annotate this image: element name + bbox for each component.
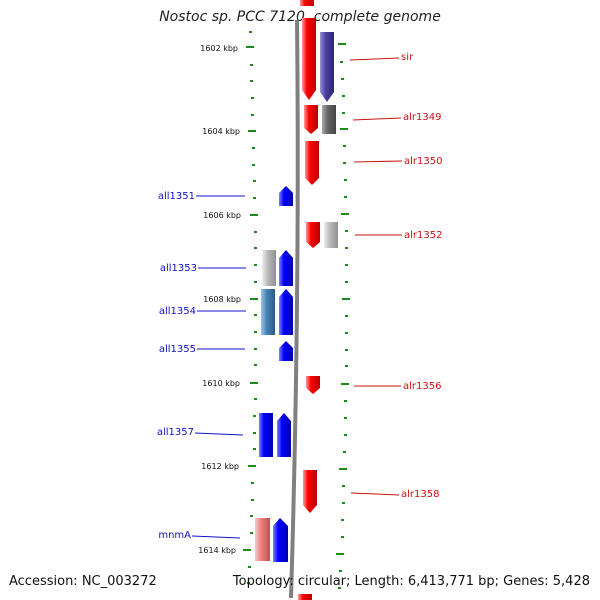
- gene-block-alr1358: [303, 470, 317, 513]
- leader-all1357: [194, 432, 244, 436]
- gene-block-sir-partner: [320, 32, 334, 102]
- leader-alr1349: [352, 117, 402, 121]
- genome-backbone: [289, 19, 300, 599]
- accession-label: Accession: NC_003272: [9, 574, 157, 589]
- left-gene-labels: all1351 all1353 all1354 all1355 all1357 …: [157, 191, 246, 541]
- leader-mnmA: [191, 535, 241, 539]
- gene-label-alr1349: alr1349: [403, 112, 441, 123]
- gene-label-alr1358: alr1358: [401, 489, 439, 500]
- gene-block-all1353-partner: [262, 250, 276, 286]
- gene-block-all1357-partner: [259, 413, 273, 457]
- gene-block-alr1352: [306, 222, 320, 248]
- kbp-label-1608: 1608 kbp: [203, 295, 241, 304]
- gene-block-all1353: [279, 250, 293, 286]
- kbp-label-1606: 1606 kbp: [203, 211, 241, 220]
- gene-label-all1355: all1355: [159, 344, 196, 355]
- gene-block-alr1349-partner: [322, 105, 336, 134]
- forward-strand-genes: [302, 18, 338, 513]
- gene-label-all1351: all1351: [158, 191, 195, 202]
- gene-block-all1357: [277, 413, 291, 457]
- gene-label-sir: sir: [401, 52, 414, 63]
- kbp-label-1612: 1612 kbp: [201, 462, 239, 471]
- gene-block-alr1356: [306, 376, 320, 394]
- gene-block-all1354-partner: [261, 289, 275, 335]
- gene-block-mnmA: [273, 518, 288, 562]
- gene-label-alr1352: alr1352: [404, 230, 442, 241]
- right-gene-labels: sir alr1349 alr1350 alr1352 alr1356 alr1…: [349, 52, 442, 500]
- backbone-end-top: [300, 0, 314, 6]
- gene-label-alr1356: alr1356: [403, 381, 441, 392]
- gene-label-all1354: all1354: [159, 306, 196, 317]
- gene-label-all1357: all1357: [157, 427, 194, 438]
- gene-block-alr1349: [304, 105, 318, 134]
- gene-block-all1351: [279, 186, 293, 206]
- kbp-label-1604: 1604 kbp: [202, 127, 240, 136]
- genome-info-label: Topology: circular; Length: 6,413,771 bp…: [232, 574, 590, 589]
- kbp-label-1602: 1602 kbp: [200, 44, 238, 53]
- gene-block-all1354: [279, 289, 293, 335]
- leader-alr1350: [353, 160, 403, 163]
- gene-block-alr1352-partner: [324, 222, 338, 248]
- left-tick-scale: [243, 31, 258, 584]
- kbp-label-1614: 1614 kbp: [198, 546, 236, 555]
- backbone-end-bottom: [298, 594, 312, 600]
- map-title: Nostoc sp. PCC 7120, complete genome: [159, 9, 441, 25]
- leader-alr1358: [350, 492, 400, 496]
- gene-label-alr1350: alr1350: [404, 156, 442, 167]
- leader-sir: [349, 57, 400, 61]
- right-tick-scale: [336, 43, 350, 589]
- gene-label-mnmA: mnmA: [158, 530, 191, 541]
- gene-label-all1353: all1353: [160, 263, 197, 274]
- gene-block-all1355: [279, 341, 293, 361]
- kbp-label-1610: 1610 kbp: [202, 379, 240, 388]
- gene-block-mnmA-partner: [255, 518, 270, 561]
- gene-block-sir: [302, 18, 316, 100]
- gene-block-alr1350: [305, 141, 319, 185]
- reverse-strand-genes: [255, 186, 293, 562]
